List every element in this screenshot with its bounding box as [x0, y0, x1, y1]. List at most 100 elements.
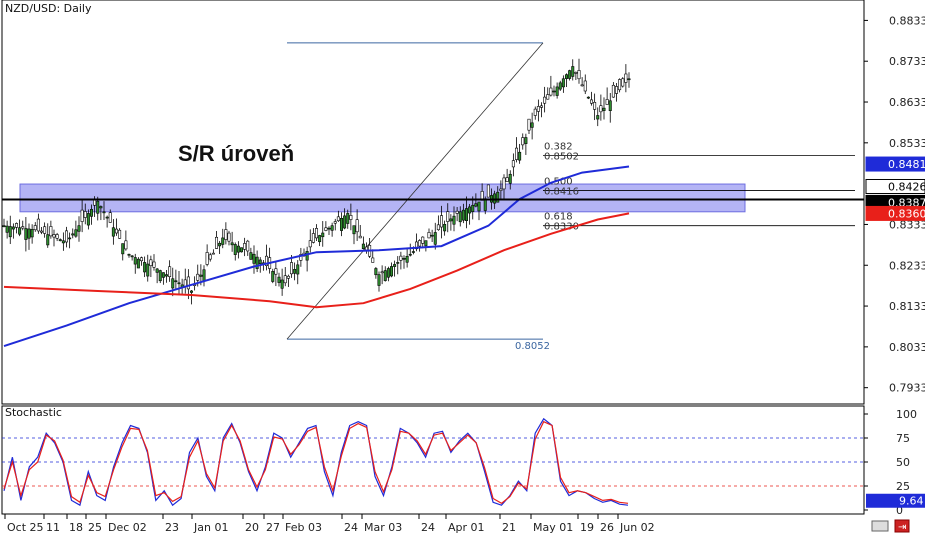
- price-tick-label: 0.8533: [889, 137, 925, 150]
- price-tick-label: 0.8233: [889, 259, 925, 272]
- candle-body: [414, 241, 418, 250]
- candle-body: [190, 290, 194, 293]
- stochastic-tag-label: 9.64: [899, 495, 924, 508]
- date-tick-label: 25: [88, 521, 102, 534]
- candle-body: [68, 237, 72, 240]
- candle-body: [577, 70, 581, 80]
- date-tick-label: 24: [344, 521, 358, 534]
- candle-body: [202, 269, 206, 282]
- candle-body: [102, 211, 106, 214]
- candle-body: [605, 99, 609, 105]
- candle-body: [127, 253, 131, 256]
- candle-body: [227, 232, 231, 242]
- candle-body: [339, 218, 343, 231]
- candle-body: [533, 108, 537, 116]
- stochastic-tick-label: 75: [896, 432, 910, 445]
- candle-body: [336, 216, 340, 222]
- price-tick-label: 0.8733: [889, 55, 925, 68]
- candle-body: [439, 215, 443, 228]
- candle-body: [527, 118, 531, 131]
- candle-body: [424, 240, 428, 247]
- candle-body: [602, 107, 606, 111]
- candle-body: [155, 268, 159, 273]
- price-axis: 0.8833 0.8733 0.8633 0.8533 0.8333 0.8233 0.81…: [864, 14, 925, 395]
- candle-body: [233, 244, 237, 255]
- date-tick-label: Dec 02: [108, 521, 147, 534]
- candle-body: [618, 79, 622, 91]
- candle-body: [343, 215, 347, 229]
- date-axis: Oct 25 11 18 25 Dec 02 23 Jan 01 20 27 Feb 03 24 Ma…: [4, 514, 655, 534]
- candle-body: [311, 233, 315, 243]
- candle-body: [264, 255, 268, 266]
- date-tick-label: 21: [502, 521, 516, 534]
- candle-body: [168, 266, 172, 277]
- candle-body: [271, 271, 275, 282]
- price-tag: [865, 156, 925, 172]
- candle-body: [543, 96, 547, 104]
- candle-body: [452, 215, 456, 225]
- stochastic-tick-label: 25: [896, 480, 910, 493]
- candle-body: [99, 206, 103, 209]
- scroll-icon[interactable]: [871, 520, 889, 532]
- price-tick-label: 0.8633: [889, 96, 925, 109]
- candle-body: [121, 243, 125, 255]
- candle-body: [318, 235, 322, 243]
- candle-body: [518, 151, 522, 161]
- candle-body: [621, 78, 625, 87]
- candle-body: [574, 72, 578, 74]
- candle-body: [65, 230, 69, 243]
- candle-body: [255, 256, 259, 269]
- candle-body: [111, 227, 115, 237]
- candle-body: [136, 258, 140, 269]
- candle-body: [568, 70, 572, 79]
- price-tick-label: 0.7933: [889, 382, 925, 395]
- candle-body: [108, 212, 112, 223]
- candle-body: [386, 268, 390, 278]
- candle-body: [236, 245, 240, 253]
- date-tick-label: 23: [165, 521, 179, 534]
- candle-body: [408, 253, 412, 256]
- candle-body: [324, 227, 328, 231]
- candle-body: [15, 223, 19, 228]
- stochastic-tag-box: [866, 493, 925, 508]
- candle-body: [571, 66, 575, 77]
- candle-body: [177, 282, 181, 285]
- candle-body: [299, 254, 303, 261]
- candle-body: [230, 242, 234, 246]
- candle-body: [27, 228, 31, 239]
- candle-body: [477, 201, 481, 212]
- candle-body: [280, 279, 284, 289]
- candle-body: [5, 225, 9, 233]
- candle-body: [496, 191, 500, 203]
- candle-body: [389, 266, 393, 277]
- candle-body: [115, 228, 119, 234]
- candle-body: [561, 78, 565, 88]
- candle-body: [8, 226, 12, 238]
- fib-level-ratio: 0.500: [544, 177, 573, 188]
- date-tick-label: 20: [245, 521, 259, 534]
- candle-body: [77, 225, 81, 232]
- candle-body: [358, 235, 362, 239]
- price-tick-label: 0.8133: [889, 300, 925, 313]
- fib-level-price: 0.8330: [544, 222, 579, 233]
- candle-body: [474, 203, 478, 207]
- candle-body: [321, 232, 325, 238]
- candle-body: [508, 173, 512, 184]
- candle-body: [589, 99, 593, 104]
- candle-body: [502, 177, 506, 190]
- candle-body: [18, 227, 22, 235]
- candle-body: [174, 280, 178, 283]
- candle-body: [468, 206, 472, 214]
- moving-averages: [3, 165, 630, 348]
- candle-body: [383, 270, 387, 281]
- close-icon[interactable]: [894, 519, 910, 533]
- candle-body: [505, 177, 509, 182]
- candle-body: [530, 122, 534, 128]
- candle-body: [152, 261, 156, 268]
- candle-body: [558, 82, 562, 90]
- stochastic-label: Stochastic: [5, 406, 62, 419]
- candle-body: [549, 87, 553, 96]
- date-tick-label: Feb 03: [285, 521, 322, 534]
